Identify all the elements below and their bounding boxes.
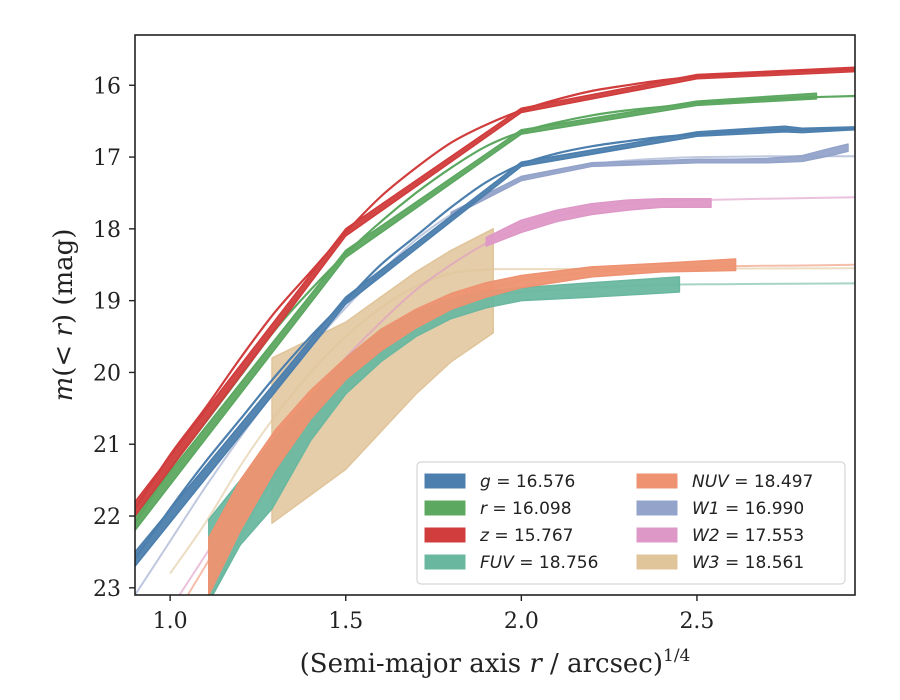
series-band-r (135, 92, 818, 532)
series-band-z (135, 66, 855, 517)
y-axis-label-part: (< (49, 337, 79, 377)
legend-value: = 15.767 (489, 526, 574, 546)
legend-value: = 18.756 (514, 553, 599, 573)
legend-value: = 16.990 (720, 499, 805, 519)
legend-swatch-W2 (636, 527, 678, 543)
legend-var: W3 (692, 553, 720, 573)
y-tick-label: 18 (93, 218, 121, 243)
y-axis-label-part: ) (mag) (49, 229, 79, 325)
y-tick-label: 23 (93, 577, 121, 602)
legend-swatch-W3 (636, 554, 678, 570)
legend-label-W1: W1 = 16.990 (692, 499, 804, 519)
series-band-NUV (208, 258, 737, 595)
x-axis-label-var: r (529, 649, 543, 679)
legend-swatch-FUV (424, 554, 466, 570)
legend-value: = 16.098 (487, 499, 572, 519)
y-tick-label: 22 (93, 505, 121, 530)
legend-value: = 16.576 (491, 472, 576, 492)
y-tick-label: 19 (93, 290, 121, 315)
legend-var: W1 (692, 499, 720, 519)
legend-box (416, 461, 846, 585)
legend-var: W2 (692, 526, 720, 546)
legend-swatch-W1 (636, 500, 678, 516)
legend-value: = 17.553 (720, 526, 805, 546)
legend-swatch-g (424, 473, 466, 489)
series-band-W1 (450, 143, 849, 218)
legend-label-FUV: FUV = 18.756 (480, 553, 598, 573)
legend-swatch-z (424, 527, 466, 543)
legend-label-r: r = 16.098 (480, 499, 572, 519)
x-axis-label-text-end: / arcsec) (542, 649, 663, 679)
y-axis-label-part: m (49, 377, 79, 402)
legend-value: = 18.561 (720, 553, 805, 573)
series-band-W2 (485, 197, 712, 247)
y-tick-label: 17 (93, 146, 121, 171)
legend-label-g: g = 16.576 (480, 472, 575, 492)
x-axis-label-exponent: 1/4 (663, 646, 690, 666)
legend-var: FUV (480, 553, 515, 573)
y-axis-label-part: r (49, 323, 79, 337)
legend-label-NUV: NUV = 18.497 (692, 472, 813, 492)
y-tick-label: 16 (93, 74, 121, 99)
series-line-W3 (169, 267, 855, 575)
legend-var: z (479, 526, 490, 546)
legend-label-z: z = 15.767 (479, 526, 573, 546)
y-axis-label: m(< r) (mag) (49, 229, 79, 402)
legend-var: r (480, 499, 488, 519)
x-axis-label-text: (Semi-major axis (300, 649, 530, 679)
x-tick-label: 2.0 (504, 609, 539, 634)
plot-frame (134, 34, 856, 596)
x-axis-label: (Semi-major axis r / arcsec)1/4 (300, 646, 691, 679)
series-band-g (135, 125, 855, 568)
legend-var: NUV (692, 472, 730, 492)
x-tick-label: 2.5 (679, 609, 714, 634)
legend-swatch-NUV (636, 473, 678, 489)
y-tick-label: 20 (93, 361, 121, 386)
legend-value: = 18.497 (729, 472, 814, 492)
legend-swatch-r (424, 500, 466, 516)
y-tick-label: 21 (93, 433, 121, 458)
x-tick-label: 1.0 (153, 609, 188, 634)
legend-var: g (480, 472, 491, 492)
legend-label-W3: W3 = 18.561 (692, 553, 804, 573)
x-tick-label: 1.5 (328, 609, 363, 634)
legend-label-W2: W2 = 17.553 (692, 526, 804, 546)
